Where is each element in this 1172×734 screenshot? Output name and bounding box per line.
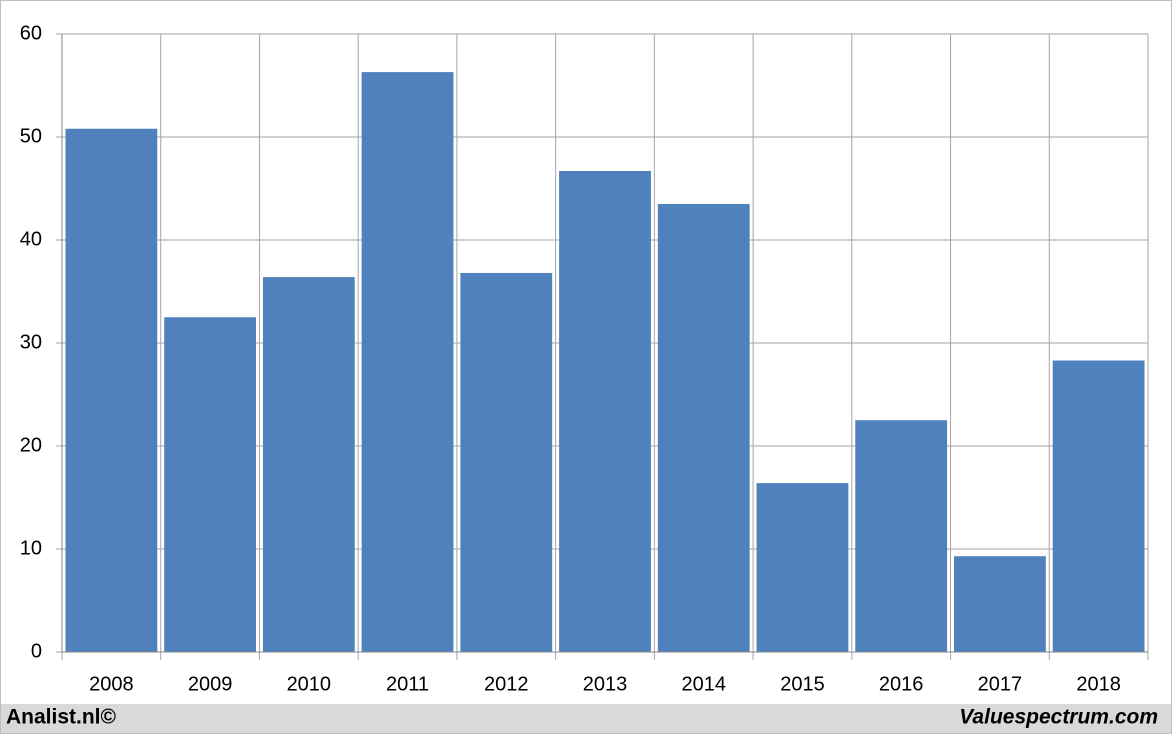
y-tick-label: 50 xyxy=(20,125,42,147)
y-tick-label: 30 xyxy=(20,331,42,353)
y-tick-label: 20 xyxy=(20,434,42,456)
x-tick-label: 2015 xyxy=(780,673,825,695)
x-tick-label: 2010 xyxy=(287,673,332,695)
footer-band xyxy=(1,704,1171,733)
bar xyxy=(460,272,553,652)
bar xyxy=(954,556,1046,652)
bar xyxy=(262,277,355,652)
y-tick-label: 0 xyxy=(31,640,42,662)
x-tick-label: 2013 xyxy=(583,673,628,695)
bar xyxy=(855,420,948,652)
y-tick-label: 40 xyxy=(20,228,42,250)
x-tick-label: 2012 xyxy=(484,673,529,695)
y-tick-label: 60 xyxy=(20,22,42,44)
bar xyxy=(1052,360,1145,652)
x-tick-label: 2017 xyxy=(978,673,1023,695)
x-tick-label: 2018 xyxy=(1076,673,1121,695)
bar xyxy=(65,128,158,652)
footer-left: Analist.nl© xyxy=(6,706,117,729)
bar xyxy=(756,483,849,652)
bar xyxy=(361,72,454,653)
footer-right: Valuespectrum.com xyxy=(959,706,1158,729)
y-tick-label: 10 xyxy=(20,537,42,559)
x-tick-label: 2016 xyxy=(879,673,924,695)
x-tick-label: 2009 xyxy=(188,673,233,695)
bar xyxy=(559,170,651,653)
bar xyxy=(164,317,256,652)
x-tick-label: 2008 xyxy=(89,673,134,695)
x-tick-label: 2011 xyxy=(386,673,429,695)
x-tick-label: 2014 xyxy=(681,673,726,695)
bar xyxy=(657,203,750,652)
